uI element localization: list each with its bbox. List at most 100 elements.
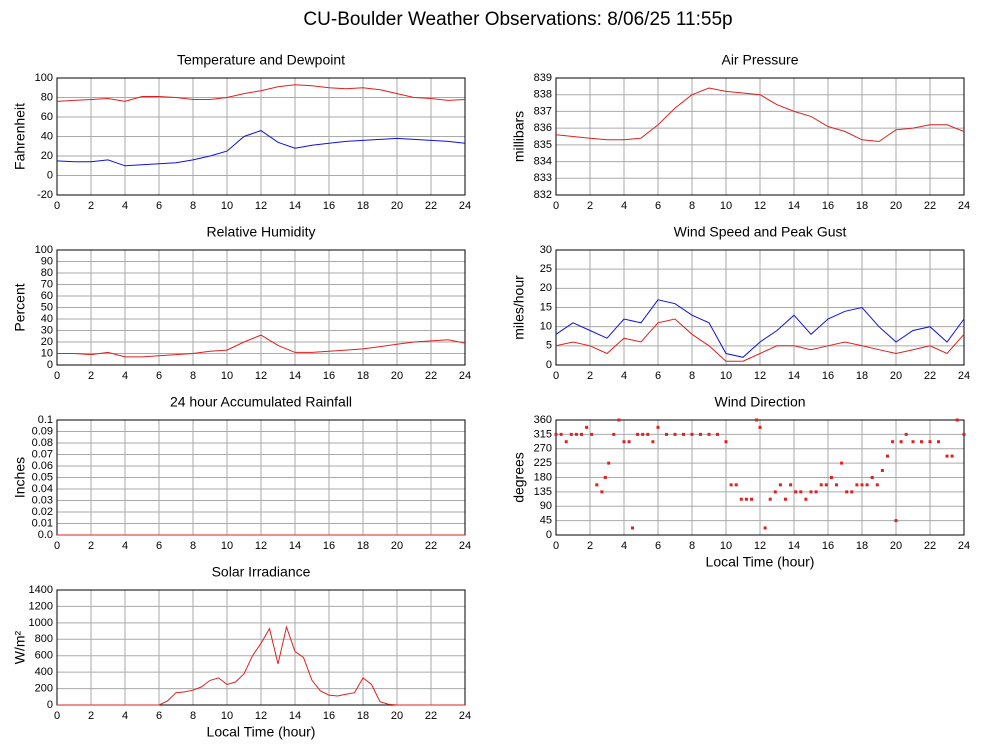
y-tick-label: 837: [534, 105, 552, 117]
x-tick-label: 22: [425, 200, 437, 212]
plot-frame: [56, 249, 466, 366]
data-line: [57, 625, 465, 706]
data-point: [794, 490, 798, 494]
data-point: [904, 432, 908, 436]
y-tick-label: 836: [534, 122, 552, 134]
y-tick-label: 0.1: [38, 414, 53, 426]
x-tick-label: 18: [357, 710, 369, 722]
y-tick-label: 0.09: [32, 425, 53, 437]
data-point: [564, 440, 568, 444]
y-tick-label: 0.07: [32, 448, 53, 460]
x-tick-label: 14: [289, 540, 301, 552]
data-point: [750, 497, 753, 501]
x-tick-label: 16: [323, 370, 335, 382]
y-tick-label: 180: [534, 471, 552, 483]
x-tick-label: 0: [54, 370, 60, 382]
y-tick-label: 0.06: [32, 460, 53, 472]
chart-title: Solar Irradiance: [212, 564, 311, 580]
chart-title: Temperature and Dewpoint: [177, 52, 345, 68]
data-point: [870, 476, 874, 479]
x-tick-label: 14: [289, 200, 301, 212]
y-tick-label: 400: [35, 666, 53, 678]
x-tick-label: 12: [255, 370, 267, 382]
y-tick-label: 20: [41, 336, 53, 348]
data-point: [734, 483, 738, 487]
data-point: [739, 497, 743, 501]
x-tick-label: 12: [255, 540, 267, 552]
y-tick-label: 100: [35, 72, 53, 84]
y-tick-label: 0: [47, 359, 53, 371]
y-tick-label: 30: [41, 324, 53, 336]
x-tick-label: 12: [754, 370, 766, 382]
y-tick-label: 0.02: [32, 506, 53, 518]
data-point: [559, 432, 563, 436]
y-tick-label: 45: [540, 515, 552, 527]
x-tick-label: 22: [924, 200, 936, 212]
data-point: [574, 432, 578, 436]
x-tick-label: 0: [54, 200, 60, 212]
data-line: [56, 84, 466, 102]
plot-frame: [555, 249, 965, 366]
data-point: [955, 418, 959, 422]
x-tick-label: 0: [553, 370, 559, 382]
x-tick-label: 6: [655, 200, 661, 212]
x-tick-label: 8: [689, 540, 695, 552]
y-tick-label: 50: [41, 301, 53, 313]
data-point: [699, 432, 702, 436]
y-tick-label: 833: [534, 172, 552, 184]
data-point: [729, 483, 733, 487]
y-tick-label: 90: [41, 255, 53, 267]
x-tick-label: 10: [720, 370, 732, 382]
y-tick-label: 80: [41, 91, 53, 103]
data-point: [773, 490, 777, 494]
y-tick-label: 0.01: [32, 517, 53, 529]
data-point: [962, 432, 966, 436]
data-point: [814, 490, 818, 494]
data-point: [920, 440, 923, 444]
x-tick-label: 10: [221, 200, 233, 212]
x-tick-label: 20: [391, 200, 403, 212]
data-point: [656, 425, 660, 429]
y-tick-label: 135: [534, 486, 552, 498]
x-tick-label: 16: [822, 370, 834, 382]
y-tick-label: 30: [540, 244, 552, 256]
x-tick-label: 8: [689, 370, 695, 382]
x-tick-label: 18: [856, 540, 868, 552]
y-tick-label: 10: [540, 321, 552, 333]
data-point: [928, 440, 932, 444]
chart-title: 24 hour Accumulated Rainfall: [170, 394, 352, 410]
x-tick-label: 0: [553, 200, 559, 212]
y-tick-label: 839: [534, 72, 552, 84]
y-tick-label: 90: [540, 500, 552, 512]
x-tick-label: 20: [890, 370, 902, 382]
data-point: [612, 432, 616, 436]
y-tick-label: 834: [534, 155, 552, 167]
y-tick-label: 25: [540, 263, 552, 275]
y-tick-label: 0.03: [32, 494, 53, 506]
x-tick-label: 16: [323, 710, 335, 722]
data-point: [590, 432, 594, 436]
data-point: [580, 432, 583, 436]
y-tick-label: 835: [534, 139, 552, 151]
data-point: [809, 490, 813, 494]
y-tick-label: 15: [540, 301, 552, 313]
y-tick-label: 0.08: [32, 437, 53, 449]
data-point: [569, 432, 573, 436]
data-point: [784, 497, 787, 501]
y-tick-label: 10: [41, 347, 53, 359]
x-tick-label: 0: [54, 710, 60, 722]
x-tick-label: 22: [924, 370, 936, 382]
x-tick-label: 10: [221, 370, 233, 382]
x-tick-label: 8: [689, 200, 695, 212]
x-tick-label: 10: [720, 540, 732, 552]
data-point: [744, 497, 748, 501]
y-axis-label: Fahrenheit: [12, 103, 28, 170]
y-tick-label: 40: [41, 313, 53, 325]
data-point: [850, 490, 854, 494]
x-tick-label: 24: [958, 540, 970, 552]
data-point: [804, 497, 808, 501]
x-tick-label: 18: [357, 200, 369, 212]
x-tick-label: 20: [391, 370, 403, 382]
x-tick-label: 20: [890, 200, 902, 212]
